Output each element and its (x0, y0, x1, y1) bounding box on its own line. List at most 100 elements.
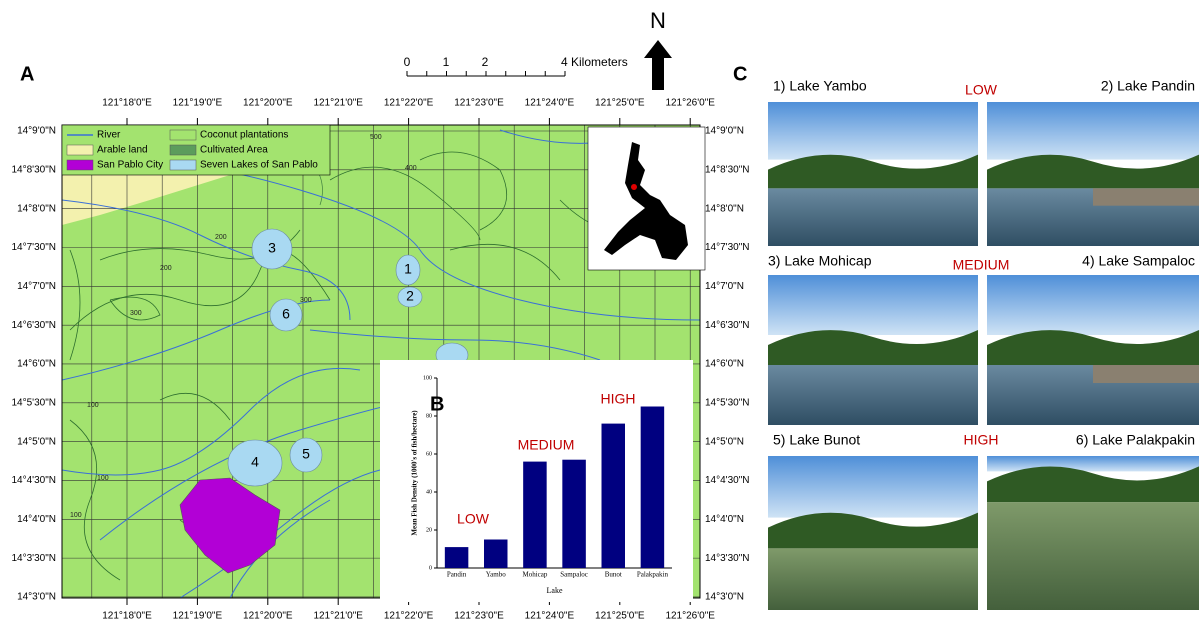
photo-fishpen (1093, 365, 1199, 383)
lon-label: 121°23'0"E (454, 611, 504, 622)
photo-fishpen (1093, 188, 1199, 206)
legend-label: Coconut plantations (200, 130, 288, 141)
river (309, 329, 601, 361)
lat-label: 14°8'0"N (17, 203, 56, 214)
lat-label: 14°7'30"N (705, 242, 750, 253)
lon-label: 121°20'0"E (243, 611, 293, 622)
lat-label: 14°5'30"N (12, 397, 57, 408)
legend-label: San Pablo City (97, 160, 163, 171)
y-tick-label: 60 (426, 451, 432, 457)
lon-label: 121°26'0"E (665, 98, 715, 109)
contour-label: 500 (370, 134, 382, 141)
lake-label: 5 (302, 446, 310, 462)
contour-label: 200 (160, 265, 172, 272)
contour-label: 200 (215, 234, 227, 241)
x-tick-label: Mohicap (522, 571, 547, 579)
photo-hills (987, 466, 1199, 503)
lat-label: 14°7'0"N (705, 281, 744, 292)
lat-label: 14°5'0"N (705, 436, 744, 447)
lake-label: 3 (268, 240, 276, 256)
lat-label: 14°5'0"N (17, 436, 56, 447)
legend-label: Arable land (97, 145, 148, 156)
lon-label: 121°21'0"E (313, 611, 363, 622)
contour-label: 300 (300, 297, 312, 304)
lat-label: 14°6'0"N (705, 359, 744, 370)
photo (987, 275, 1199, 425)
y-tick-label: 100 (423, 375, 432, 381)
lon-label: 121°21'0"E (313, 98, 363, 109)
legend-swatch (66, 144, 94, 156)
lake-label: 2 (406, 288, 414, 304)
lat-label: 14°8'30"N (705, 164, 750, 175)
lon-label: 121°19'0"E (173, 98, 223, 109)
lon-label: 121°22'0"E (384, 98, 434, 109)
density-annotation: LOW (457, 511, 490, 527)
scale-label: 2 (482, 55, 489, 69)
photo (768, 456, 978, 610)
bar (444, 547, 469, 568)
panel-label: C (733, 63, 747, 85)
density-label: MEDIUM (953, 257, 1010, 273)
lat-label: 14°8'30"N (12, 164, 57, 175)
lat-label: 14°6'0"N (17, 359, 56, 370)
x-tick-label: Palakpakin (637, 571, 669, 579)
contour-line (449, 243, 561, 281)
lon-label: 121°25'0"E (595, 611, 645, 622)
contour-label: 400 (405, 165, 417, 172)
lat-label: 14°6'30"N (12, 320, 57, 331)
north-label: N (650, 8, 666, 33)
photo-water (987, 502, 1199, 610)
north-arrow (644, 40, 672, 90)
photo-caption: 2) Lake Pandin (1101, 78, 1195, 94)
lat-label: 14°4'0"N (705, 514, 744, 525)
photo-water (768, 365, 978, 425)
river (62, 199, 351, 321)
photo (768, 102, 978, 246)
lake (251, 228, 293, 270)
lat-label: 14°4'0"N (17, 514, 56, 525)
lat-label: 14°3'30"N (12, 553, 57, 564)
lat-label: 14°8'0"N (705, 203, 744, 214)
lake-label: 6 (282, 306, 290, 322)
density-annotation: HIGH (601, 391, 636, 407)
scale-label: 4 Kilometers (561, 55, 628, 69)
lat-label: 14°4'30"N (12, 475, 57, 486)
y-tick-label: 0 (429, 565, 432, 571)
lon-label: 121°19'0"E (173, 611, 223, 622)
lat-label: 14°9'0"N (17, 126, 56, 137)
photo-caption: 6) Lake Palakpakin (1076, 432, 1195, 448)
lake (397, 286, 423, 308)
river (62, 299, 331, 381)
lon-label: 121°23'0"E (454, 98, 504, 109)
photo (987, 456, 1199, 610)
lake (289, 437, 323, 473)
photo (987, 102, 1199, 246)
photo-hills (987, 330, 1199, 365)
photo-water (768, 548, 978, 610)
x-tick-label: Sampaloc (560, 571, 588, 579)
legend-label: Cultivated Area (200, 145, 268, 156)
photo-sky (768, 102, 978, 160)
photo-sky (768, 275, 978, 335)
photo-water (768, 188, 978, 246)
legend-label: Seven Lakes of San Pablo (200, 160, 318, 171)
lake (227, 439, 283, 487)
photo-caption: 3) Lake Mohicap (768, 253, 872, 269)
x-tick-label: Yambo (486, 571, 506, 579)
contour-line (419, 151, 508, 231)
y-tick-label: 20 (426, 527, 432, 533)
photo-hills (768, 330, 978, 365)
y-axis-label: Mean Fish Density (1000's of fish/hectar… (411, 410, 419, 536)
lat-label: 14°7'30"N (12, 242, 57, 253)
density-label: LOW (965, 82, 998, 98)
scale-label: 0 (404, 55, 411, 69)
photo-sky (768, 456, 978, 518)
density-label: HIGH (964, 432, 999, 448)
density-annotation: MEDIUM (518, 437, 575, 453)
bar (484, 539, 508, 568)
bar (562, 459, 586, 568)
y-tick-label: 80 (426, 413, 432, 419)
lat-label: 14°7'0"N (17, 281, 56, 292)
lon-label: 121°18'0"E (102, 611, 152, 622)
